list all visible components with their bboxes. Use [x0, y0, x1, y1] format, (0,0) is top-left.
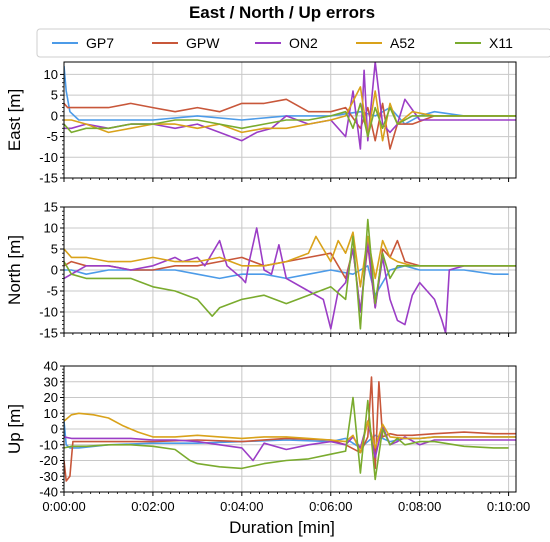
legend-item-on2: ON2 — [255, 35, 318, 51]
y-tick-label: 10 — [44, 67, 58, 82]
y-ticks: -15 -10 -5 0 5 10 15 — [39, 200, 64, 341]
y-tick-label: -20 — [39, 453, 58, 468]
y-tick-label: -10 — [39, 305, 58, 320]
legend-item-x11: X11 — [455, 35, 513, 51]
x-tick-label: 0:02:00 — [131, 499, 174, 514]
panels: -15 -10 -5 0 5 10 East [m] -15 -10 -5 0 5 10 15 North … — [5, 61, 530, 515]
y-tick-label: 15 — [44, 200, 58, 215]
y-tick-label: 10 — [44, 406, 58, 421]
x-ticks — [63, 333, 510, 337]
series-line-gpw — [64, 98, 516, 150]
y-axis-label: East [m] — [5, 89, 24, 151]
y-tick-label: 5 — [51, 88, 58, 103]
y-axis-label: Up [m] — [5, 404, 24, 454]
panel-1: -15 -10 -5 0 5 10 East [m] — [5, 61, 517, 186]
x-tick-label: 0:04:00 — [220, 499, 263, 514]
y-tick-label: -10 — [39, 437, 58, 452]
y-tick-label: -15 — [39, 326, 58, 341]
x-ticks: 0:00:00 0:02:00 0:04:00 0:06:00 0:08:00 0:10:… — [42, 492, 530, 514]
y-tick-label: -40 — [39, 485, 58, 500]
y-tick-label: 0 — [51, 263, 58, 278]
y-tick-label: -5 — [46, 129, 58, 144]
series-group — [64, 376, 516, 482]
series-group — [64, 62, 516, 150]
legend-label: X11 — [489, 35, 513, 51]
series-line-gpw — [64, 239, 516, 313]
legend-label: GP7 — [86, 35, 114, 51]
y-axis-label: North [m] — [5, 235, 24, 305]
legend-label: ON2 — [289, 35, 318, 51]
y-tick-label: -30 — [39, 469, 58, 484]
y-tick-label: -10 — [39, 150, 58, 165]
series-line-a52 — [64, 412, 516, 454]
y-tick-label: -5 — [46, 284, 58, 299]
legend-item-a52: A52 — [356, 35, 415, 51]
x-tick-label: 0:08:00 — [398, 499, 441, 514]
series-line-x11 — [64, 102, 516, 138]
legend-label: GPW — [186, 35, 220, 51]
panel-2: -15 -10 -5 0 5 10 15 North [m] — [5, 200, 517, 341]
series-line-on2 — [64, 420, 516, 462]
legend-box — [36, 28, 550, 58]
x-tick-label: 0:06:00 — [309, 499, 352, 514]
series-line-on2 — [64, 62, 516, 150]
series-line-a52 — [64, 231, 516, 288]
y-tick-label: 0 — [51, 108, 58, 123]
y-tick-label: 30 — [44, 374, 58, 389]
series-group — [64, 218, 516, 333]
legend: GP7 GPW ON2 A52 X11 — [36, 28, 550, 58]
y-tick-label: -15 — [39, 171, 58, 186]
y-ticks: -15 -10 -5 0 5 10 — [39, 67, 64, 186]
y-tick-label: 40 — [44, 359, 58, 374]
y-tick-label: 10 — [44, 221, 58, 236]
y-tick-label: 5 — [51, 242, 58, 257]
series-line-on2 — [64, 227, 516, 333]
x-tick-label: 0:00:00 — [42, 499, 85, 514]
x-ticks — [63, 178, 510, 182]
x-tick-label: 0:10:00 — [487, 499, 530, 514]
y-tick-label: 20 — [44, 390, 58, 405]
legend-item-gp7: GP7 — [52, 35, 114, 51]
x-axis-label: Duration [min] — [229, 518, 335, 537]
y-tick-label: 0 — [51, 422, 58, 437]
series-line-x11 — [64, 218, 516, 330]
series-line-x11 — [64, 396, 509, 481]
legend-item-gpw: GPW — [152, 35, 220, 51]
legend-label: A52 — [390, 35, 415, 51]
chart-title: East / North / Up errors — [189, 3, 375, 22]
series-line-a52 — [64, 86, 516, 142]
